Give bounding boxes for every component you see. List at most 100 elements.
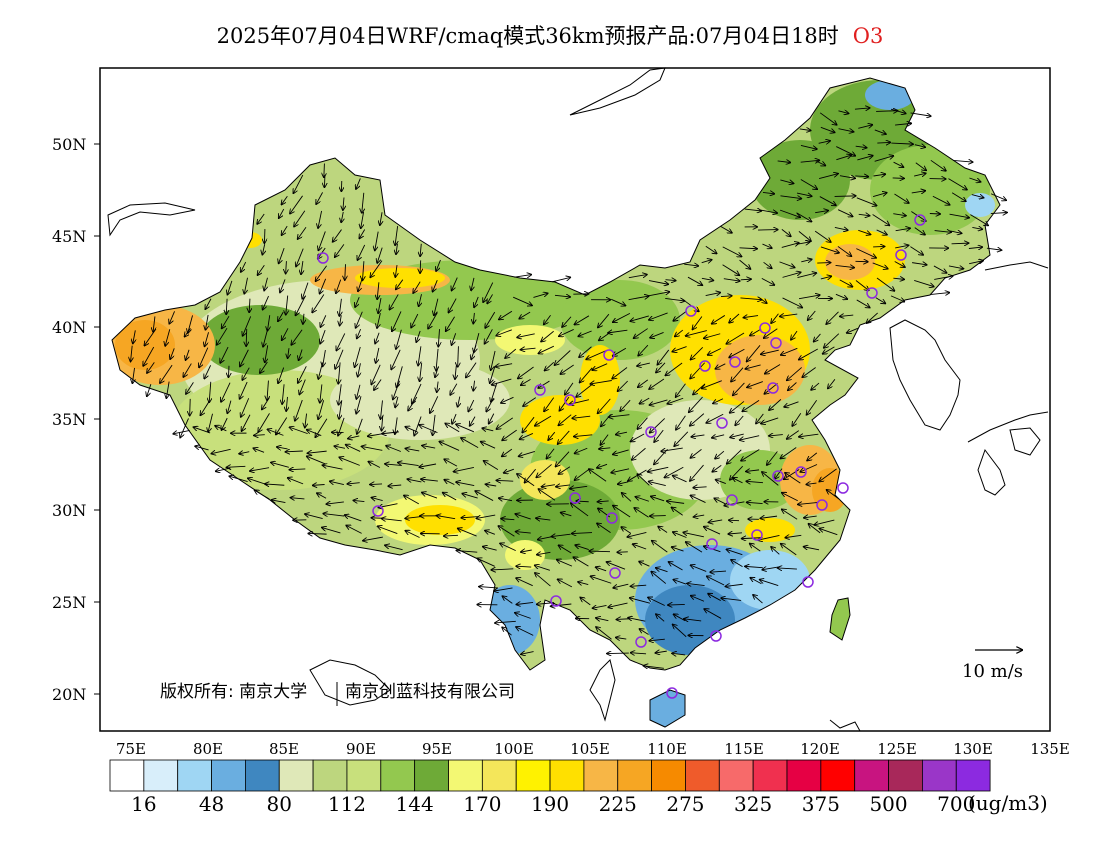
wind-vector xyxy=(648,466,669,471)
wind-vector xyxy=(618,380,628,391)
wind-vector xyxy=(739,259,751,269)
wind-vector xyxy=(744,209,761,211)
lon-label: 80E xyxy=(193,740,223,758)
wind-vector xyxy=(580,367,593,383)
city-marker xyxy=(645,426,657,438)
wind-vector xyxy=(650,418,666,432)
wind-vector xyxy=(858,229,870,234)
wind-vector xyxy=(211,448,231,453)
wind-vector xyxy=(262,397,270,410)
colorbar-tick-label: 500 xyxy=(869,792,907,816)
wind-vector xyxy=(729,313,740,323)
wind-vector xyxy=(672,653,686,655)
wind-vector xyxy=(571,503,589,517)
wind-vector xyxy=(217,327,228,345)
wind-vector xyxy=(436,516,456,520)
wind-vector xyxy=(667,397,684,404)
wind-vector xyxy=(741,449,760,461)
wind-vector xyxy=(391,349,401,370)
wind-vector xyxy=(756,413,764,424)
wind-vector xyxy=(673,624,687,638)
wind-vector xyxy=(690,362,706,379)
wind-vector xyxy=(382,415,383,431)
wind-vector xyxy=(392,311,402,331)
wind-vector xyxy=(950,231,961,233)
wind-vector xyxy=(514,275,531,278)
colorbar-swatch xyxy=(583,759,619,792)
wind-vector xyxy=(820,529,838,536)
wind-vector xyxy=(316,192,323,204)
wind-vector xyxy=(333,229,342,242)
city-marker xyxy=(564,394,576,406)
colorbar-swatch xyxy=(278,759,314,792)
colorbar-swatch xyxy=(549,759,585,792)
wind-vector xyxy=(597,523,611,534)
wind-vector xyxy=(691,596,705,602)
wind-vector xyxy=(263,329,269,346)
wind-vector xyxy=(722,246,742,257)
wind-vector xyxy=(205,332,209,346)
wind-vector xyxy=(807,452,818,461)
wind-vector xyxy=(345,264,346,280)
wind-vector xyxy=(649,639,665,641)
colorbar-swatch xyxy=(515,759,551,792)
city-marker xyxy=(606,512,618,524)
wind-vector xyxy=(672,507,683,516)
wind-vector xyxy=(815,211,828,213)
wind-vector xyxy=(370,484,383,485)
wind-vector xyxy=(368,434,384,437)
lat-label: 45N xyxy=(52,227,86,246)
wind-vector xyxy=(951,243,969,244)
wind-vector xyxy=(798,502,819,504)
wind-vector xyxy=(875,297,885,304)
wind-vector xyxy=(686,542,703,553)
city-marker xyxy=(710,630,722,642)
wind-vector xyxy=(498,526,515,537)
wind-vector xyxy=(613,347,627,356)
wind-vector xyxy=(729,348,745,357)
lat-label: 25N xyxy=(52,593,86,612)
wind-vector xyxy=(750,544,761,552)
wind-vector xyxy=(457,551,478,553)
wind-vector xyxy=(782,272,801,278)
wind-vector xyxy=(359,229,366,238)
wind-vector xyxy=(760,516,778,518)
wind-vector xyxy=(471,345,477,359)
lon-label: 75E xyxy=(116,740,146,758)
colorbar-tick-label: 225 xyxy=(599,792,637,816)
wind-vector xyxy=(593,605,607,608)
wind-vector xyxy=(322,528,341,534)
wind-vector xyxy=(759,209,777,213)
wind-vector xyxy=(258,265,265,275)
wind-vector xyxy=(856,299,870,308)
wind-vector xyxy=(798,231,811,241)
species-label: O3 xyxy=(852,24,884,48)
wind-vector xyxy=(544,397,555,412)
wind-vector xyxy=(855,146,867,148)
wind-vector xyxy=(239,452,250,454)
wind-vector xyxy=(609,415,630,417)
city-marker xyxy=(609,567,621,579)
wind-vector xyxy=(876,277,894,291)
wind-vector xyxy=(356,384,361,399)
wind-vector xyxy=(348,436,360,439)
wind-vector xyxy=(183,363,192,377)
wind-vector xyxy=(485,329,493,343)
wind-vector xyxy=(665,280,676,281)
wind-vector xyxy=(368,462,381,468)
wind-vector xyxy=(293,174,304,193)
city-marker xyxy=(767,382,779,394)
wind-vector xyxy=(301,261,303,274)
wind-vector xyxy=(558,430,570,444)
wind-vector xyxy=(355,297,360,307)
wind-vector xyxy=(911,191,925,193)
wind-vector xyxy=(522,416,535,432)
wind-vector xyxy=(502,627,512,636)
lon-label: 95E xyxy=(422,740,452,758)
wind-vector xyxy=(894,261,905,267)
wind-vector xyxy=(556,485,570,487)
wind-vector xyxy=(779,209,800,217)
wind-vector xyxy=(708,348,722,354)
wind-vector xyxy=(353,500,365,501)
wind-vector xyxy=(559,545,572,554)
